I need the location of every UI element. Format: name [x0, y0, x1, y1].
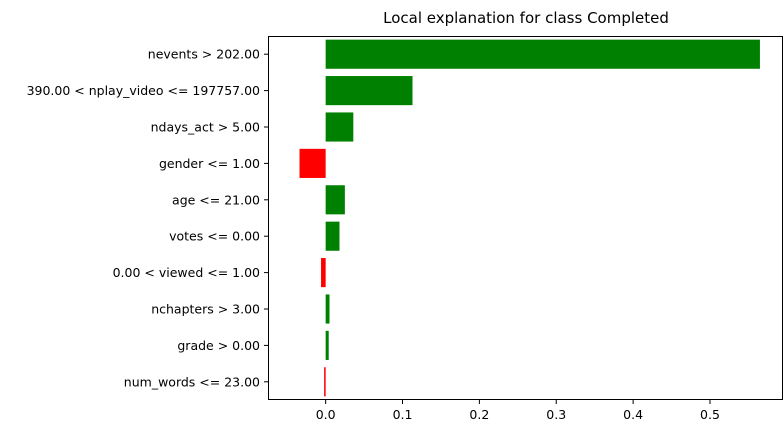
y-tick-label-1: 390.00 < nplay_video <= 197757.00 [27, 83, 260, 98]
bar-4 [325, 185, 345, 215]
y-tick-label-0: nevents > 202.00 [148, 47, 260, 62]
bar-2 [325, 112, 354, 142]
x-tick-label-4: 0.4 [623, 407, 643, 422]
y-tick-label-9: num_words <= 23.00 [124, 374, 260, 389]
y-tick-label-8: grade > 0.00 [177, 338, 260, 353]
x-tick-label-3: 0.3 [546, 407, 566, 422]
plot-frame [268, 36, 783, 400]
y-tick-label-3: gender <= 1.00 [159, 156, 260, 171]
bar-1 [325, 76, 413, 106]
y-tick-label-2: ndays_act > 5.00 [151, 120, 260, 135]
y-tick-label-6: 0.00 < viewed <= 1.00 [113, 265, 260, 280]
bar-9 [324, 367, 326, 397]
bar-6 [321, 258, 326, 288]
x-axis-ticks: 0.0 0.1 0.2 0.3 0.4 0.5 [316, 400, 720, 422]
bar-0 [325, 39, 760, 69]
y-tick-label-7: nchapters > 3.00 [151, 302, 260, 317]
y-tick-label-5: votes <= 0.00 [169, 229, 260, 244]
bars-group [299, 39, 760, 397]
x-tick-label-2: 0.2 [469, 407, 489, 422]
bar-5 [325, 221, 340, 251]
x-tick-label-1: 0.1 [393, 407, 413, 422]
y-tick-label-4: age <= 21.00 [172, 192, 260, 207]
x-tick-label-5: 0.5 [700, 407, 720, 422]
x-tick-label-0: 0.0 [316, 407, 336, 422]
chart-title: Local explanation for class Completed [383, 9, 669, 27]
bar-8 [325, 330, 329, 360]
y-tick-labels: nevents > 202.00 390.00 < nplay_video <= … [27, 47, 268, 389]
bar-3 [299, 148, 326, 178]
bar-7 [325, 294, 330, 324]
